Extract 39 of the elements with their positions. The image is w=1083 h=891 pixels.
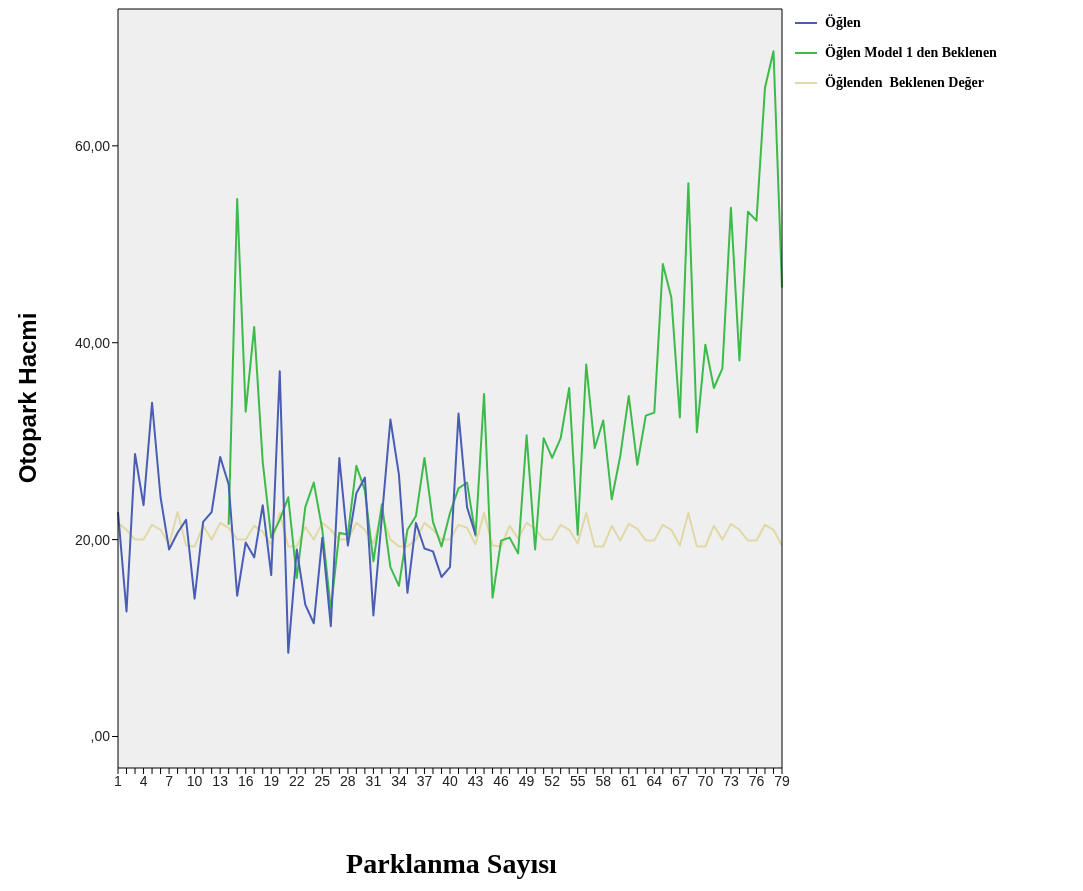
x-tick-label: 31 bbox=[365, 772, 382, 789]
x-tick-label: 70 bbox=[697, 772, 714, 789]
x-tick-label: 22 bbox=[288, 772, 305, 789]
x-axis-title: Parklanma Sayısı bbox=[345, 848, 558, 880]
legend-label: Öğlenden Beklenen Değer bbox=[825, 75, 985, 91]
x-tick-label: 73 bbox=[723, 772, 739, 789]
x-tick-label: 52 bbox=[544, 772, 561, 789]
x-tick-label: 10 bbox=[186, 772, 203, 789]
y-tick-label: 40,00 bbox=[74, 334, 111, 351]
x-tick-label: 46 bbox=[493, 772, 510, 789]
x-tick-label: 76 bbox=[748, 772, 765, 789]
y-axis-title: Otopark Hacmi bbox=[14, 312, 42, 484]
x-tick-label: 4 bbox=[139, 772, 148, 789]
line-series bbox=[117, 370, 477, 654]
x-tick-label: 25 bbox=[314, 772, 331, 789]
x-tick-label: 16 bbox=[237, 772, 254, 789]
y-tick-label: 20,00 bbox=[74, 531, 111, 548]
x-tick-label: 13 bbox=[212, 772, 229, 789]
x-tick-label: 1 bbox=[114, 772, 123, 789]
x-tick-label: 49 bbox=[518, 772, 535, 789]
x-tick-label: 58 bbox=[595, 772, 612, 789]
x-tick-label: 19 bbox=[263, 772, 280, 789]
x-tick-label: 34 bbox=[391, 772, 407, 789]
x-tick-label: 61 bbox=[620, 772, 637, 789]
line-series bbox=[117, 511, 783, 548]
y-tick-label: ,00 bbox=[90, 728, 111, 745]
x-tick-label: 43 bbox=[467, 772, 484, 789]
y-tick-label: 60,00 bbox=[74, 137, 111, 154]
x-tick-label: 28 bbox=[340, 772, 356, 789]
legend-label: Öğlen Model 1 den Beklenen bbox=[825, 45, 997, 61]
line-series bbox=[227, 50, 783, 611]
legend-label: Öğlen bbox=[825, 15, 861, 31]
x-tick-label: 40 bbox=[442, 772, 458, 789]
x-tick-label: 55 bbox=[569, 772, 586, 789]
x-tick-label: 79 bbox=[774, 772, 790, 789]
x-tick-label: 67 bbox=[672, 772, 688, 789]
x-tick-label: 7 bbox=[165, 772, 174, 789]
x-tick-label: 37 bbox=[416, 772, 433, 789]
x-tick-label: 64 bbox=[646, 772, 663, 789]
